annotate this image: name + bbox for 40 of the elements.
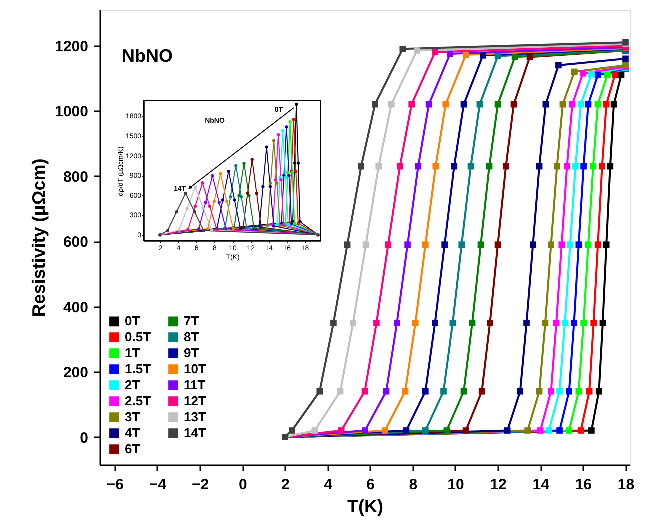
- x-tick-label: 6: [366, 476, 375, 494]
- x-tick-label: −4: [149, 476, 168, 494]
- x-tick-label: 14: [532, 476, 550, 494]
- y-tick-label: 1200: [55, 38, 88, 56]
- annotation: NbNO: [122, 46, 173, 66]
- legend-label: 8T: [184, 330, 200, 344]
- y-tick-label: 400: [63, 299, 88, 316]
- x-tick-label: 10: [448, 476, 464, 494]
- legend-label: 3T: [125, 410, 140, 424]
- legend-label: 11T: [184, 378, 206, 392]
- x-tick-label: −2: [192, 476, 210, 494]
- legend-label: 13T: [184, 410, 206, 424]
- legend-label: 1.5T: [125, 362, 152, 376]
- x-tick-label: 12: [490, 476, 507, 494]
- x-tick-label: −6: [106, 476, 124, 494]
- y-tick-label: 200: [63, 364, 88, 382]
- y-tick-label: 800: [63, 168, 88, 186]
- legend-label: 2.5T: [125, 394, 152, 408]
- x-tick-label: 16: [575, 476, 592, 494]
- y-axis-title: Resistivity (μΩcm): [29, 158, 50, 318]
- y-tick-label: 600: [63, 234, 88, 252]
- y-tick-label: 0: [80, 430, 88, 447]
- legend-label: 9T: [184, 346, 200, 360]
- legend-label: 4T: [125, 426, 140, 440]
- legend-label: 7T: [184, 314, 200, 329]
- x-tick-label: 0: [238, 476, 248, 494]
- legend-label: 2T: [125, 378, 140, 392]
- legend-label: 14T: [184, 426, 206, 440]
- legend-label: 10T: [184, 362, 206, 376]
- x-tick-label: 4: [324, 476, 334, 494]
- legend-label: 6T: [125, 442, 140, 456]
- x-tick-label: 8: [409, 476, 418, 494]
- x-tick-label: 18: [618, 476, 635, 494]
- legend-label: 1T: [125, 346, 140, 360]
- x-tick-label: 2: [282, 476, 290, 494]
- x-axis-title: T(K): [348, 496, 384, 516]
- legend-label: 0T: [125, 314, 140, 329]
- legend-label: 12T: [184, 394, 206, 408]
- y-tick-label: 1000: [55, 104, 88, 121]
- legend-label: 0.5T: [125, 330, 152, 344]
